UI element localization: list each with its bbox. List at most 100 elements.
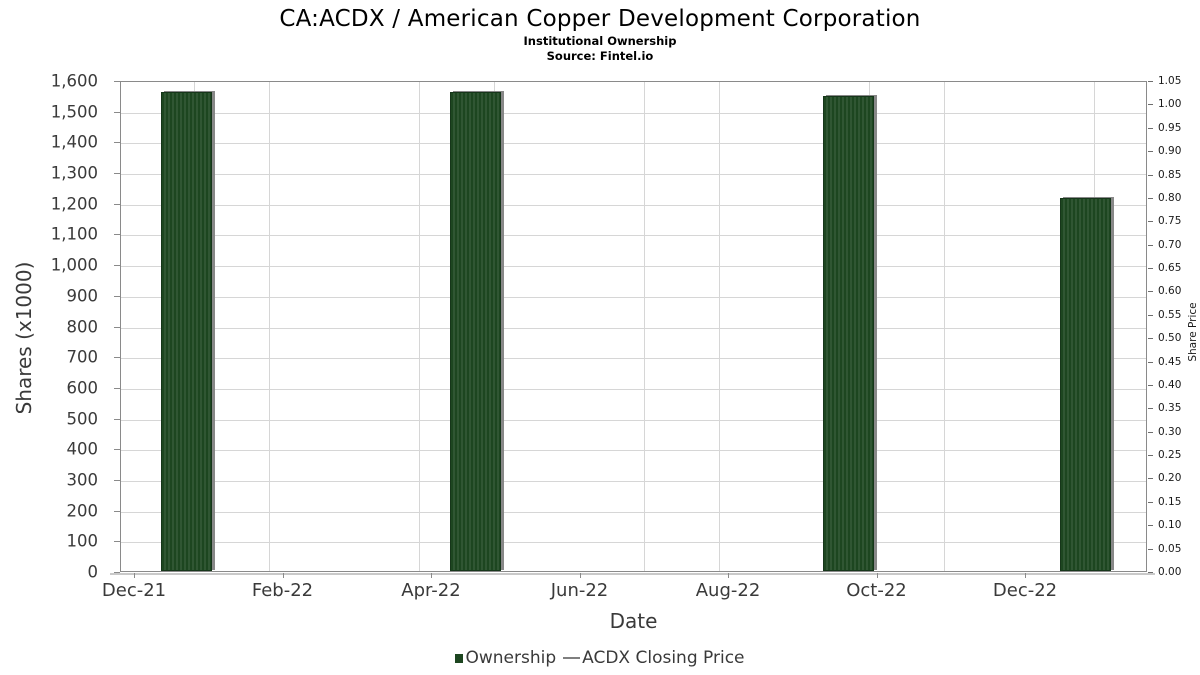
y-axis-right-tick-mark — [1148, 244, 1153, 246]
y-axis-left-tick-label: 900 — [66, 286, 99, 306]
y-axis-left-tick-mark — [114, 572, 120, 573]
chart-source: Source: Fintel.io — [546, 49, 654, 63]
y-axis-left-tick-label: 500 — [66, 409, 99, 429]
gridline-horizontal — [121, 450, 1146, 452]
gridline-horizontal — [121, 266, 1146, 268]
y-axis-right-tick-label: 0.45 — [1158, 355, 1182, 368]
x-axis-tick-mark — [579, 573, 581, 578]
gridline-horizontal — [121, 511, 1146, 513]
x-axis-line — [110, 573, 1155, 575]
x-axis-tick-label: Feb-22 — [251, 580, 314, 601]
x-axis-tick-mark — [876, 573, 878, 578]
y-axis-left-tick-mark — [114, 510, 120, 512]
x-axis-tick-label: Apr-22 — [401, 580, 461, 601]
y-axis-right-tick-label: 0.55 — [1158, 308, 1182, 321]
x-axis-tick-mark — [134, 573, 135, 578]
y-axis-right-tick-label: 0.30 — [1158, 425, 1182, 438]
x-axis-tick-label: Jun-22 — [550, 580, 609, 601]
y-axis-left-tick-mark — [114, 234, 120, 236]
y-axis-right-tick-mark — [1148, 501, 1153, 503]
y-axis-left-tick-mark — [114, 142, 120, 144]
chart-title: CA:ACDX / American Copper Development Co… — [279, 6, 921, 32]
gridline-horizontal — [121, 143, 1146, 145]
y-axis-right-tick-mark — [1148, 291, 1153, 293]
y-axis-left-tick-label: 1,600 — [50, 71, 98, 91]
gridline-horizontal — [121, 388, 1146, 390]
y-axis-right-tick-label: 0.85 — [1158, 168, 1182, 181]
y-axis-right-tick-mark — [1148, 361, 1153, 363]
y-axis-left-tick-label: 800 — [66, 317, 99, 336]
y-axis-right-tick-label: 0.40 — [1158, 378, 1182, 391]
y-axis-right-tick-mark — [1148, 104, 1153, 106]
x-axis-tick-label: Aug-22 — [695, 580, 761, 601]
y-axis-left-tick-mark — [114, 111, 120, 113]
y-axis-right-tick-label: 0.75 — [1158, 215, 1182, 228]
y-axis-right-tick-label: 0.70 — [1158, 238, 1182, 251]
x-axis-tick-label: Dec-21 — [101, 580, 167, 601]
y-axis-right-tick-label: 0.65 — [1158, 262, 1182, 275]
y-axis-left-tick-label: 200 — [66, 501, 99, 521]
y-axis-right-tick-label: 0.50 — [1158, 332, 1182, 345]
bar[interactable] — [1060, 197, 1111, 571]
x-axis-tick-mark — [282, 573, 284, 578]
plot-area — [120, 81, 1147, 572]
y-axis-left-tick-label: 1,400 — [50, 132, 98, 152]
bar[interactable] — [823, 95, 874, 571]
legend-label-closing-price: ACDX Closing Price — [582, 648, 745, 668]
y-axis-right-tick-mark — [1148, 151, 1153, 153]
y-axis-left-tick-mark — [114, 387, 120, 389]
y-axis-right-tick-label: 0.15 — [1158, 495, 1182, 508]
y-axis-right-tick-mark — [1148, 384, 1153, 386]
y-axis-right-tick-mark — [1148, 408, 1153, 410]
gridline-vertical — [644, 82, 645, 571]
gridline-horizontal — [121, 174, 1146, 176]
y-axis-right-tick-label: 0.90 — [1158, 145, 1182, 158]
y-axis-left-tick-label: 0 — [87, 562, 99, 582]
y-axis-right-tick-mark — [1148, 314, 1153, 316]
gridline-vertical — [719, 82, 720, 571]
y-axis-left-tick-label: 1,000 — [50, 255, 98, 275]
y-axis-left-tick-mark — [114, 173, 120, 175]
gridline-horizontal — [121, 296, 1146, 298]
y-axis-right-tick-label: 0.25 — [1158, 449, 1182, 462]
x-axis-tick-label: Oct-22 — [846, 580, 907, 601]
gridline-horizontal — [121, 235, 1146, 237]
y-axis-left-tick-mark — [114, 295, 120, 297]
y-axis-left-ticks: 1,600 1,500 1,400 1,300 1,200 1,100 1,000 900 80… — [0, 0, 112, 675]
y-axis-right-tick-label: 0.20 — [1158, 472, 1182, 485]
gridline-horizontal — [121, 112, 1146, 114]
gridline-vertical — [269, 82, 270, 571]
bar[interactable] — [450, 92, 501, 571]
y-axis-left-tick-label: 1,100 — [50, 224, 98, 244]
y-axis-right-tick-mark — [1148, 197, 1153, 199]
y-axis-right-tick-mark — [1148, 338, 1153, 340]
y-axis-right-tick-mark — [1148, 431, 1153, 433]
y-axis-right-tick-label: 0.95 — [1158, 121, 1182, 134]
gridline-horizontal — [121, 480, 1146, 482]
y-axis-right-tick-label: 0.05 — [1158, 542, 1182, 555]
y-axis-right-tick-mark — [1148, 572, 1153, 573]
y-axis-right-title: Share Price — [1187, 302, 1199, 362]
y-axis-left-tick-mark — [114, 479, 120, 481]
y-axis-left-tick-label: 400 — [66, 439, 99, 459]
y-axis-right-tick-label: 0.10 — [1158, 519, 1182, 532]
gridline-horizontal — [121, 419, 1146, 421]
y-axis-left-title: Shares (x1000) — [12, 261, 36, 415]
x-axis-title: Date — [609, 609, 658, 633]
legend-line-icon — [563, 657, 581, 659]
y-axis-right-tick-label: 0.80 — [1158, 191, 1182, 204]
bar[interactable] — [161, 92, 212, 571]
y-axis-left-tick-label: 700 — [66, 347, 99, 367]
y-axis-right-tick-label: 1.00 — [1158, 98, 1182, 111]
legend-item-ownership[interactable]: Ownership — [455, 648, 556, 668]
y-axis-right-tick-mark — [1148, 525, 1153, 527]
y-axis-right-tick-mark — [1148, 548, 1153, 550]
legend-label-ownership: Ownership — [465, 648, 557, 668]
y-axis-left-tick-mark — [114, 418, 120, 420]
y-axis-right-tick-mark — [1148, 268, 1153, 270]
x-axis-tick-mark — [1025, 573, 1026, 578]
legend-item-closing-price[interactable]: ACDX Closing Price — [556, 648, 745, 668]
y-axis-left-tick-mark — [114, 81, 120, 82]
y-axis-right-tick-mark — [1148, 478, 1153, 480]
chart-legend: Ownership ACDX Closing Price — [0, 648, 1200, 668]
